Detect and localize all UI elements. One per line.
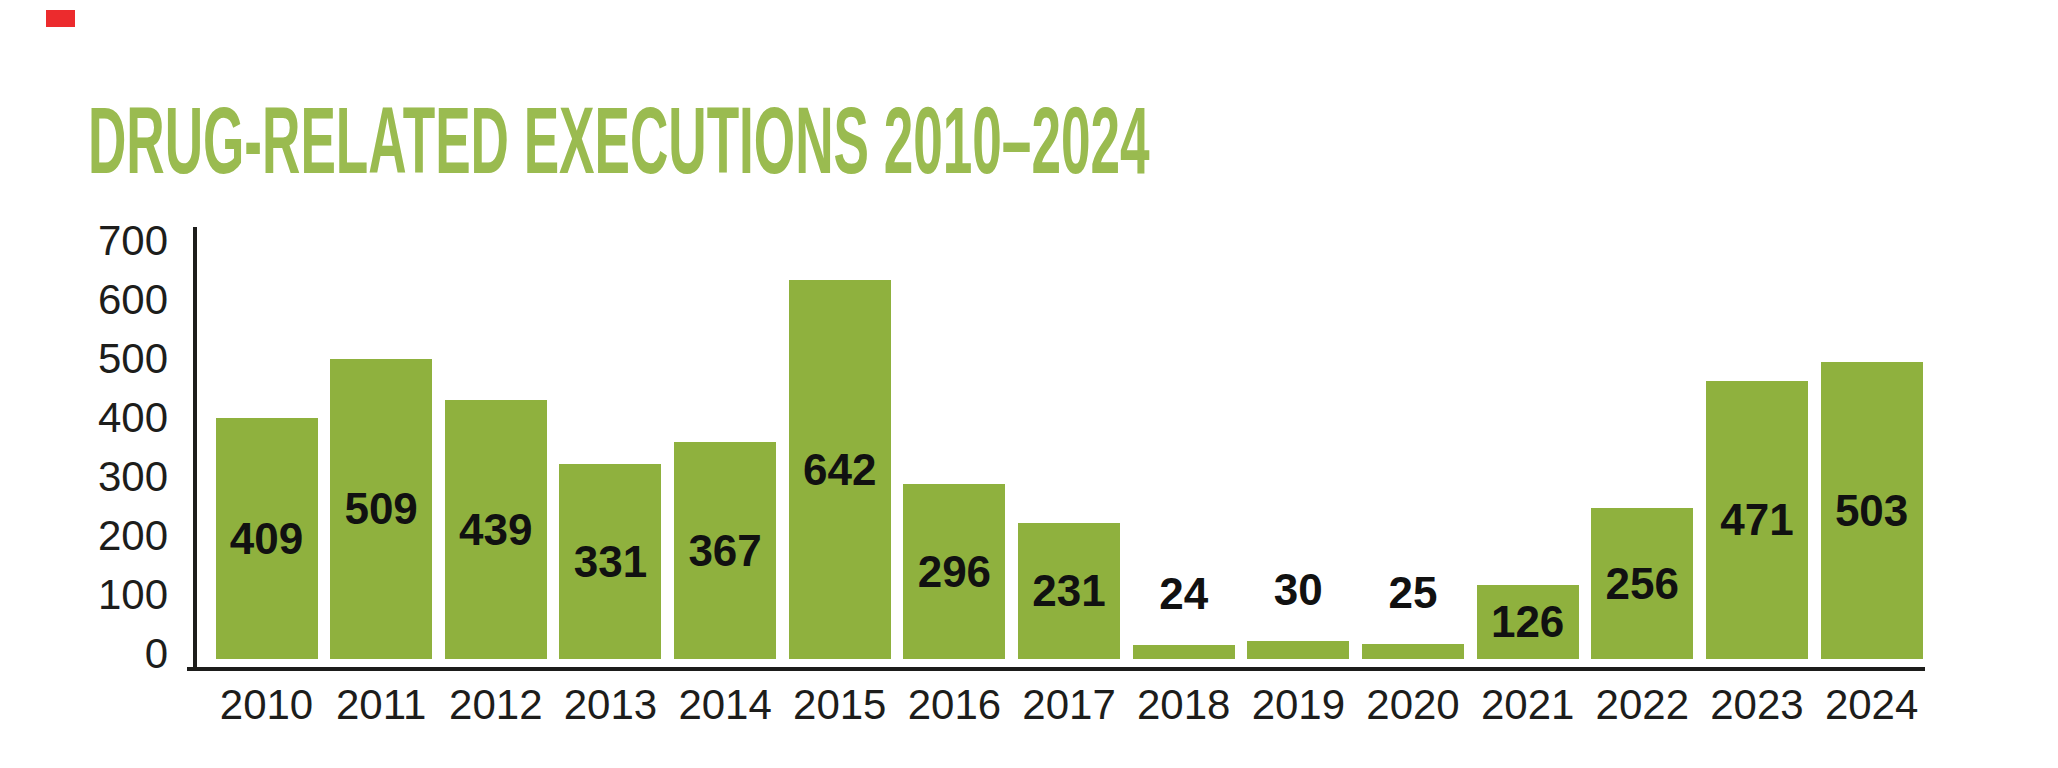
- y-tick-label: 600: [28, 278, 168, 322]
- bar-value-label: 503: [1802, 489, 1942, 533]
- x-tick-label: 2024: [1802, 683, 1942, 727]
- bar-value-label: 642: [770, 448, 910, 492]
- bar-2018: [1133, 645, 1235, 659]
- y-axis-line: [193, 227, 197, 671]
- y-tick-label: 0: [28, 632, 168, 676]
- chart-title: DRUG-RELATED EXECUTIONS 2010–2024: [88, 94, 1150, 188]
- bar-value-label: 126: [1458, 600, 1598, 644]
- y-tick-label: 300: [28, 455, 168, 499]
- y-tick-label: 200: [28, 514, 168, 558]
- y-tick-label: 400: [28, 396, 168, 440]
- y-tick-label: 500: [28, 337, 168, 381]
- y-tick-label: 700: [28, 219, 168, 263]
- x-axis-line: [187, 667, 1925, 671]
- bar-2020: [1362, 644, 1464, 659]
- bar-2019: [1247, 641, 1349, 659]
- chart-page: DRUG-RELATED EXECUTIONS 2010–2024 0 100 20…: [0, 0, 2058, 768]
- bar-value-label: 256: [1572, 562, 1712, 606]
- red-corner-mark: [46, 10, 75, 27]
- bar-value-label: 367: [655, 529, 795, 573]
- y-tick-label: 100: [28, 573, 168, 617]
